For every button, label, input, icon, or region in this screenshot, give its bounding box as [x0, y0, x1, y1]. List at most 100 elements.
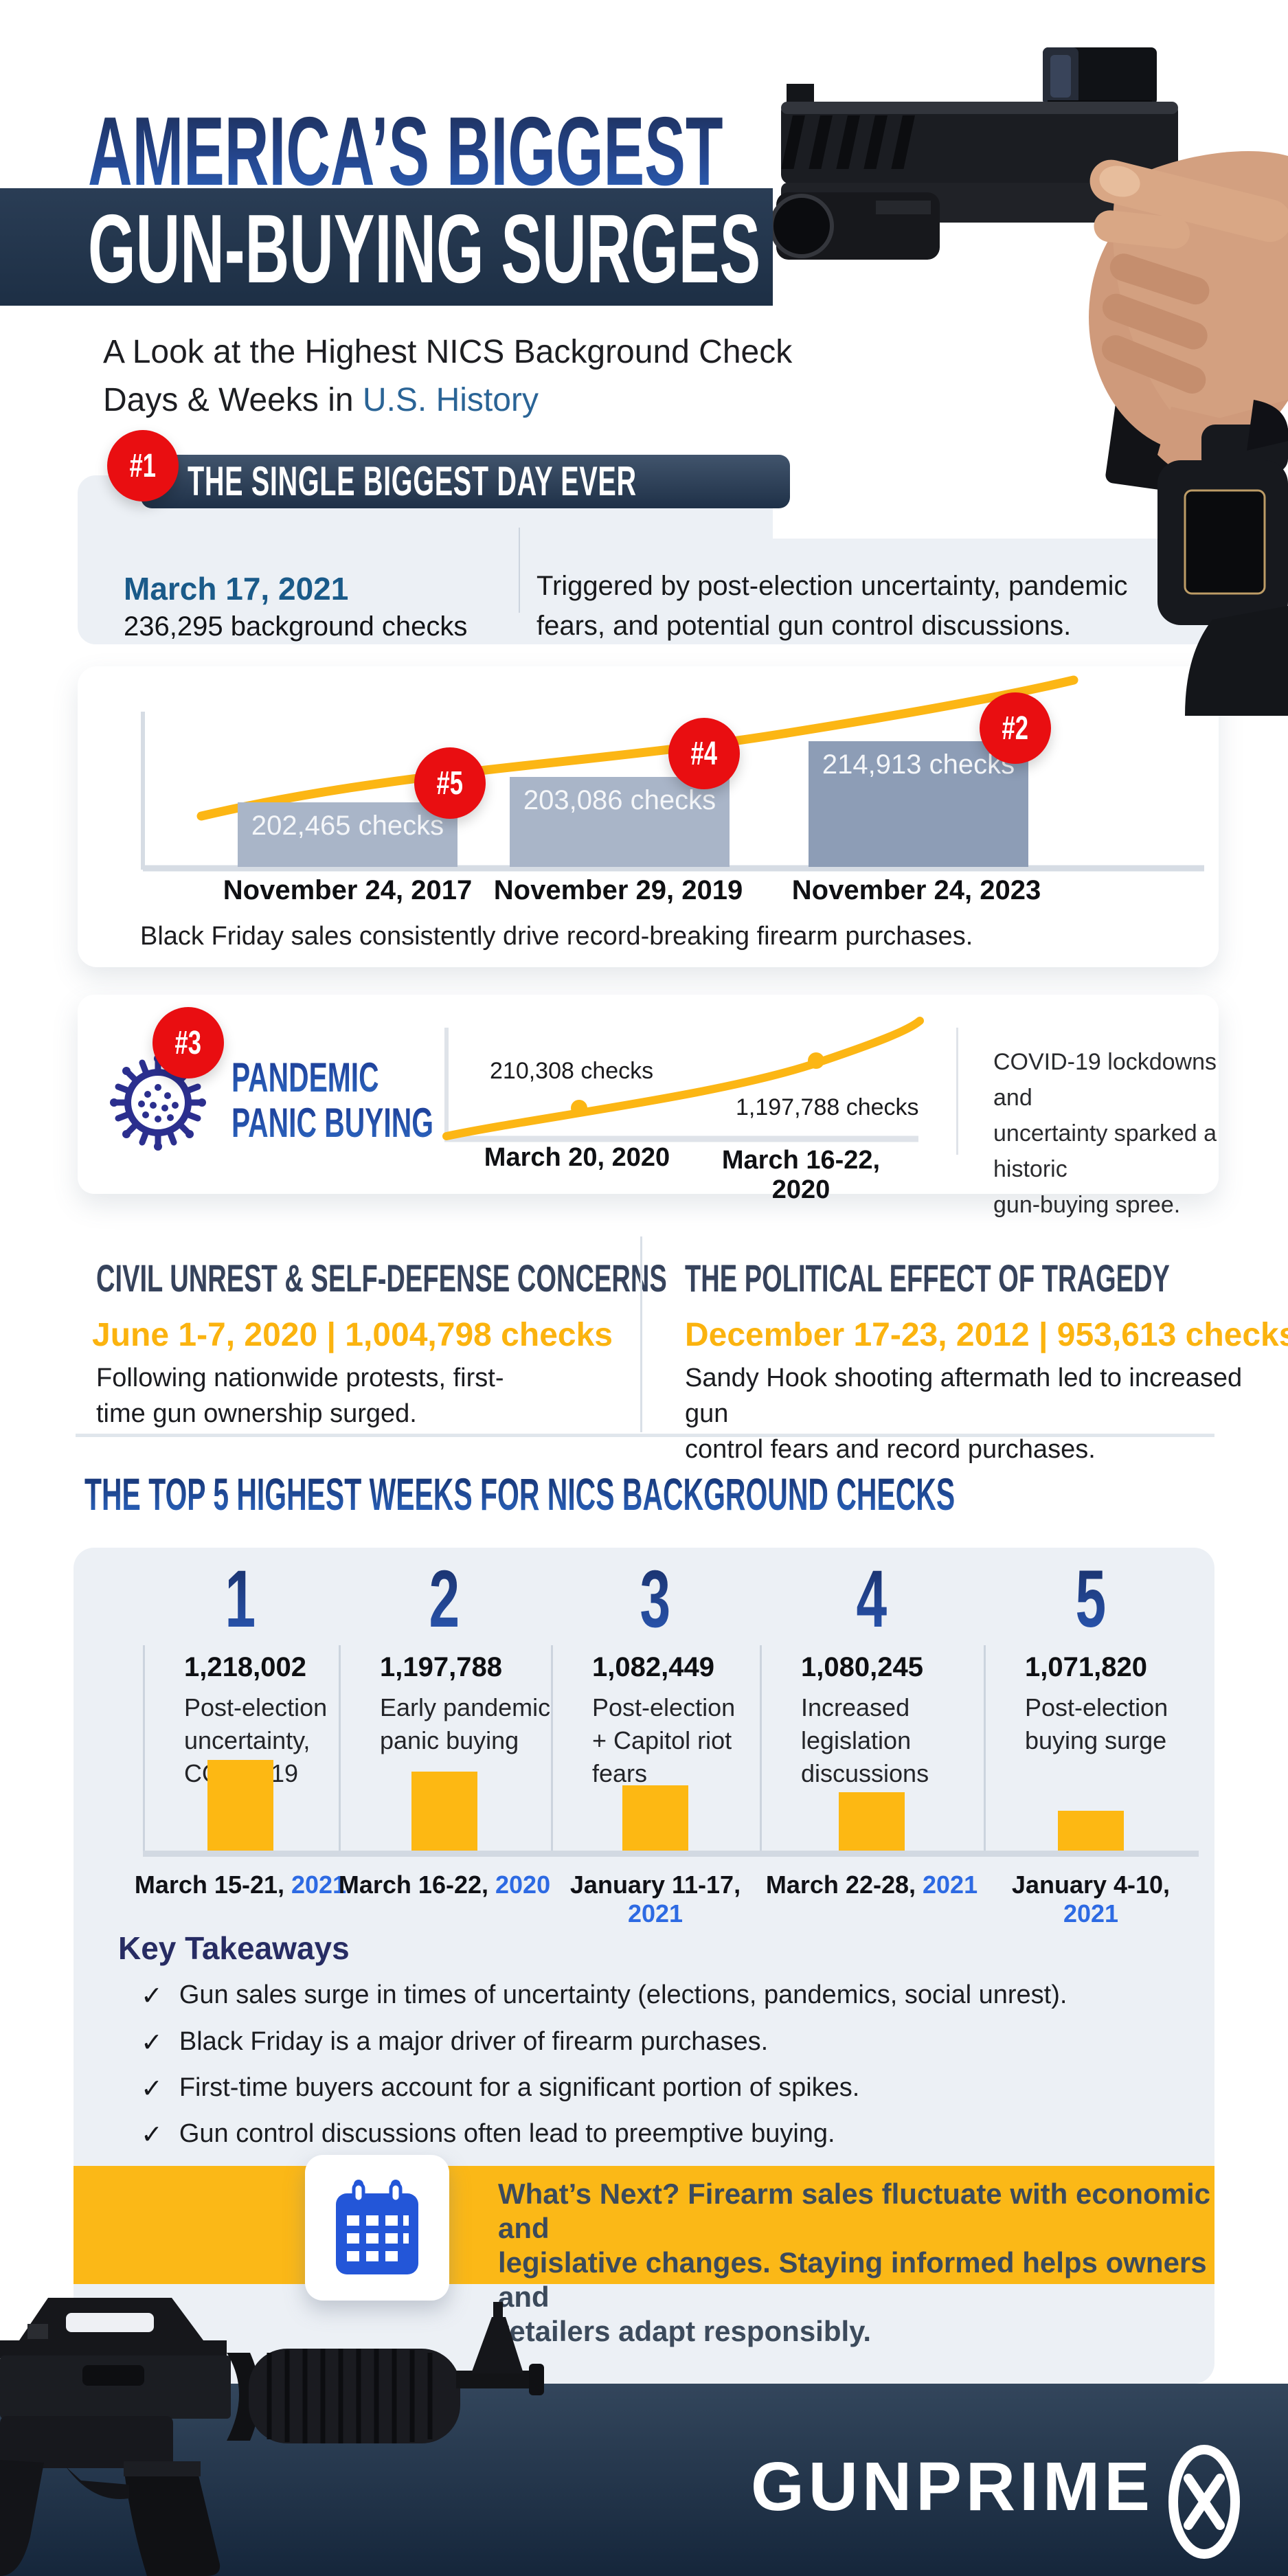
rank-number-5: 5: [1015, 1559, 1166, 1640]
civil-unrest-header: CIVIL UNREST & SELF-DEFENSE CONCERNS: [96, 1256, 667, 1300]
top5-stat-2-desc1: Early pandemic: [380, 1693, 551, 1721]
biggest-day-divider: [519, 528, 520, 613]
bar-2019-date: November 29, 2019: [493, 875, 743, 905]
top5-bar-2: [411, 1772, 477, 1853]
top5-bar-3: [622, 1785, 688, 1853]
top5-bar-5: [1058, 1811, 1124, 1853]
two-column-section: CIVIL UNREST & SELF-DEFENSE CONCERNS Jun…: [0, 1236, 1288, 1464]
pistol-slide: [781, 84, 1178, 184]
top5-stat-2: 1,197,788 Early pandemic panic buying: [380, 1652, 569, 1757]
rank-badge-3-label: #3: [174, 1024, 202, 1061]
top5-stat-4-desc2: legislation: [801, 1726, 912, 1754]
bar-2023-value: 214,913 checks: [822, 749, 1015, 780]
rank-number-2-text: 2: [429, 1554, 460, 1645]
whats-next-banner: What’s Next? Firearm sales fluctuate wit…: [74, 2166, 1214, 2347]
top5-stat-3: 1,082,449 Post-election + Capitol riot f…: [592, 1652, 781, 1790]
bar-2023-date: November 24, 2023: [791, 875, 1041, 905]
rank-number-3: 3: [580, 1559, 731, 1640]
top5-date-4: March 22-28, 2021: [762, 1871, 982, 1899]
pandemic-point1-value: 210,308 checks: [490, 1058, 654, 1084]
top5-axis: [143, 1851, 1199, 1857]
top5-stat-5-desc1: Post-election: [1025, 1693, 1168, 1721]
top5-stat-2-value: 1,197,788: [380, 1652, 502, 1682]
top5-axis-left: [143, 1645, 145, 1853]
top5-date-4-text: March 22-28,: [765, 1871, 923, 1899]
top5-stat-4-desc1: Increased: [801, 1693, 910, 1721]
civil-unrest-body-line1: Following nationwide protests, first-: [96, 1364, 504, 1392]
takeaway-item-3-text: First-time buyers account for a signific…: [179, 2073, 860, 2102]
check-icon: ✓: [141, 2075, 163, 2103]
takeaway-item-3: ✓ First-time buyers account for a signif…: [141, 2073, 859, 2104]
rank-number-4: 4: [796, 1559, 947, 1640]
pandemic-title: PANDEMIC PANIC BUYING: [231, 1055, 528, 1146]
bar-2017-date: November 24, 2017: [223, 875, 473, 905]
top5-title: THE TOP 5 HIGHEST WEEKS FOR NICS BACKGRO…: [84, 1471, 1288, 1517]
pandemic-title-line1: PANDEMIC: [231, 1054, 379, 1100]
biggest-day-desc-line2: fears, and potential gun control discuss…: [536, 611, 1072, 641]
rank-number-4-text: 4: [856, 1554, 888, 1645]
pandemic-point1-date: March 20, 2020: [484, 1143, 670, 1172]
whats-next-line2: legislative changes. Staying informed he…: [498, 2246, 1207, 2313]
whats-next-line1: What’s Next? Firearm sales fluctuate wit…: [498, 2178, 1211, 2244]
brand-name: GUNPRIME: [751, 2448, 1154, 2525]
black-friday-caption: Black Friday sales consistently drive re…: [140, 922, 973, 951]
subtitle: A Look at the Highest NICS Background Ch…: [103, 328, 792, 425]
check-icon: ✓: [141, 2029, 163, 2057]
rank-badge-4: #4: [668, 718, 740, 789]
top5-stat-5-desc2: buying surge: [1025, 1726, 1167, 1754]
bar-2017: 202,465 checks: [238, 802, 457, 867]
top5-date-3-year: 2021: [627, 1899, 683, 1928]
page-title-line2: GUN-BUYING SURGES: [88, 201, 1155, 298]
biggest-day-description: Triggered by post-election uncertainty, …: [536, 566, 1127, 646]
point-march-16-22: [808, 1052, 824, 1069]
pandemic-desc-line1: COVID-19 lockdowns and: [993, 1049, 1217, 1111]
tragedy-header: THE POLITICAL EFFECT OF TRAGEDY: [685, 1256, 1170, 1300]
subtitle-line2-highlight: U.S. History: [362, 382, 539, 418]
tragedy-body-line2: control fears and record purchases.: [685, 1435, 1096, 1464]
top5-date-2-year: 2020: [495, 1871, 551, 1899]
whats-next-line3: retailers adapt responsibly.: [498, 2315, 872, 2347]
top5-stat-1: 1,218,002 Post-election uncertainty, COV…: [184, 1652, 373, 1790]
rank-number-5-text: 5: [1075, 1554, 1107, 1645]
top5-date-1-year: 2021: [291, 1871, 347, 1899]
top5-date-5-year: 2021: [1063, 1899, 1119, 1928]
top5-date-5: January 4-10, 2021: [981, 1871, 1201, 1928]
rank-badge-4-label: #4: [690, 735, 718, 772]
civil-unrest-column: CIVIL UNREST & SELF-DEFENSE CONCERNS Jun…: [92, 1256, 936, 1428]
top5-stat-4-desc3: discussions: [801, 1759, 929, 1787]
top5-date-3-text: January 11-17,: [569, 1871, 741, 1899]
top5-date-3: January 11-17, 2021: [545, 1871, 765, 1928]
top5-bar-1: [207, 1760, 273, 1853]
pandemic-title-line2: PANIC BUYING: [231, 1100, 433, 1146]
biggest-day-header-bar: THE SINGLE BIGGEST DAY EVER: [141, 455, 790, 508]
top5-stat-3-desc3: fears: [592, 1759, 648, 1787]
top5-date-4-year: 2021: [923, 1871, 978, 1899]
pandemic-point2-value: 1,197,788 checks: [736, 1094, 919, 1120]
top5-bar-4: [839, 1792, 905, 1853]
sleeve: [1185, 400, 1288, 716]
biggest-day-header: THE SINGLE BIGGEST DAY EVER: [188, 458, 637, 504]
top5-title-text: THE TOP 5 HIGHEST WEEKS FOR NICS BACKGRO…: [84, 1469, 956, 1519]
top5-divider-1: [339, 1645, 341, 1853]
biggest-day-desc-line1: Triggered by post-election uncertainty, …: [536, 571, 1128, 601]
rank-badge-5-label: #5: [436, 765, 464, 802]
top5-stat-1-desc2: uncertainty,: [184, 1726, 310, 1754]
calendar-icon: [336, 2180, 418, 2274]
takeaway-item-1: ✓ Gun sales surge in times of uncertaint…: [141, 1980, 1067, 2011]
tragedy-body-line1: Sandy Hook shooting aftermath led to inc…: [685, 1364, 1243, 1428]
civil-unrest-body-line2: time gun ownership surged.: [96, 1399, 417, 1428]
takeaway-item-1-text: Gun sales surge in times of uncertainty …: [179, 1980, 1067, 2009]
takeaway-item-2: ✓ Black Friday is a major driver of fire…: [141, 2027, 768, 2058]
biggest-day-date: March 17, 2021: [124, 571, 349, 607]
top5-divider-2: [551, 1645, 553, 1853]
hand: [1089, 150, 1288, 490]
top5-divider-3: [760, 1645, 762, 1853]
brand-crosshair-icon: [1168, 2445, 1240, 2559]
subtitle-line2: Days & Weeks in U.S. History: [103, 376, 792, 425]
rank-badge-1: #1: [107, 430, 179, 501]
top5-stat-4-value: 1,080,245: [801, 1652, 923, 1682]
pistol-hand-photo: [773, 15, 1288, 716]
top5-stat-2-desc2: panic buying: [380, 1726, 519, 1754]
calendar-icon-card: [305, 2155, 449, 2301]
